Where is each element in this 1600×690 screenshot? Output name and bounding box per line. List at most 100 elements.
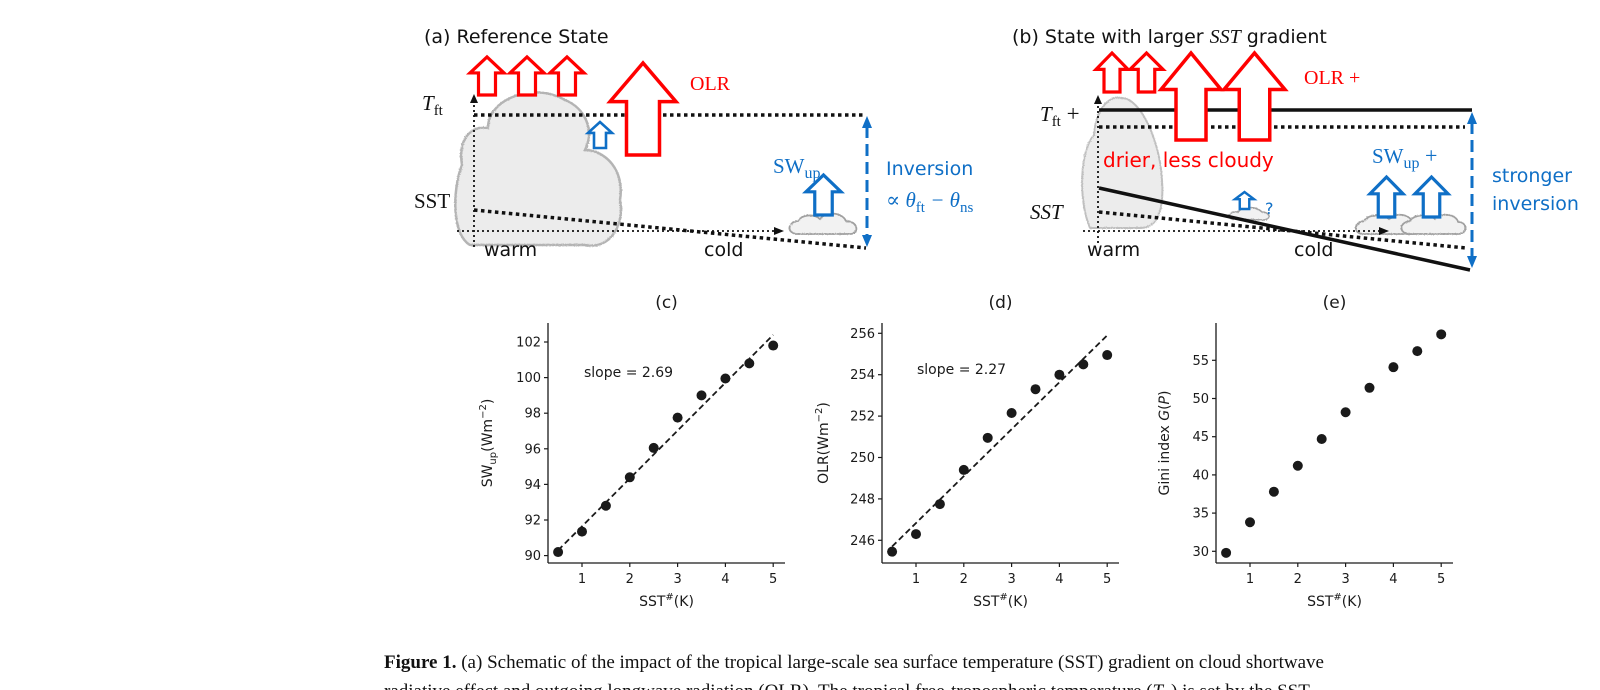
- inversion-formula: ∝ θft − θns: [886, 188, 973, 216]
- y-tick-label: 96: [524, 442, 541, 457]
- y-tick-label: 45: [1192, 430, 1209, 445]
- data-point: [1078, 359, 1089, 370]
- x-label-sup: #: [1333, 592, 1341, 603]
- data-point: [1340, 407, 1351, 418]
- caption-italic: T: [1153, 681, 1165, 690]
- y-tick-label: 40: [1192, 468, 1209, 483]
- chart-title: (d): [988, 293, 1012, 313]
- data-point: [1268, 486, 1279, 497]
- x-tick-label: 1: [578, 572, 586, 587]
- y-label-part: ): [816, 402, 832, 407]
- swup-sub: up: [805, 165, 821, 182]
- olr-arrow-icon: [465, 54, 509, 97]
- chart-title: (c): [655, 293, 678, 313]
- title-sst: SST: [1210, 26, 1243, 48]
- data-point: [911, 529, 921, 540]
- sw-arrow-icon: [1411, 174, 1452, 219]
- arrowhead-icon: [1467, 112, 1477, 124]
- y-label-part: P: [1157, 395, 1173, 404]
- y-axis-label: Gini index G(P): [1157, 391, 1173, 496]
- caption-text: (a) Schematic of the impact of the tropi…: [456, 652, 1324, 673]
- title-part: gradient: [1241, 26, 1327, 48]
- swup-plus-label: SWup +: [1372, 143, 1437, 172]
- data-point: [1054, 369, 1065, 380]
- y-label-part: ): [1157, 391, 1173, 396]
- y-label-part: up: [488, 452, 499, 465]
- chart-title: (e): [1323, 293, 1347, 313]
- y-axis-label: SWup(Wm−2): [478, 399, 499, 488]
- panel-a-schematic: (a) Reference State Tft SST OLR SWup Inv…: [414, 26, 973, 261]
- sst-label: SST: [414, 189, 450, 213]
- panel-a-title: (a) Reference State: [424, 26, 609, 48]
- stronger-label: stronger: [1492, 165, 1572, 187]
- arrowhead-icon: [470, 94, 478, 103]
- olr-arrow-icon: [505, 54, 549, 97]
- formula-part: − θ: [925, 188, 960, 212]
- y-tick-label: 94: [524, 478, 541, 493]
- y-tick-label: 30: [1192, 545, 1209, 560]
- caption-text: radiative effect and outgoing longwave r…: [384, 681, 1153, 690]
- y-tick-label: 256: [850, 327, 875, 342]
- y-tick-label: 100: [516, 371, 541, 386]
- data-point: [768, 340, 779, 351]
- x-label-unit: (K): [674, 594, 694, 610]
- fit-line: [891, 334, 1108, 548]
- y-tick-label: 50: [1192, 392, 1209, 407]
- data-point: [696, 390, 707, 401]
- x-label-main: SST: [639, 594, 666, 610]
- slope-annotation: slope = 2.27: [917, 362, 1006, 378]
- panel-b-schematic: (b) State with larger SST gradient Tft +…: [1012, 26, 1579, 272]
- x-tick-label: 4: [721, 572, 729, 587]
- data-point: [577, 526, 587, 537]
- x-axis-label: SST#(K): [1307, 592, 1362, 610]
- figure-caption-line1: Figure 1. (a) Schematic of the impact of…: [384, 652, 1324, 673]
- olr-large-arrow-icon: [606, 60, 680, 157]
- sw-arrow-icon: [584, 120, 616, 150]
- olr-arrow-icon: [1092, 50, 1132, 94]
- data-point: [1364, 382, 1375, 393]
- fit-line: [557, 334, 774, 551]
- sst-label: SST: [1030, 200, 1064, 224]
- sst-dotted-line: [473, 208, 867, 250]
- x-tick-label: 2: [626, 572, 634, 587]
- x-tick-label: 3: [1007, 572, 1015, 587]
- data-point: [672, 412, 683, 423]
- data-point: [1316, 433, 1327, 444]
- y-label-part: ): [480, 399, 496, 404]
- y-tick-label: 248: [850, 492, 875, 507]
- y-label-part: G: [1157, 410, 1173, 421]
- x-label-unit: (K): [1008, 594, 1028, 610]
- tft-suffix: +: [1061, 101, 1080, 126]
- y-tick-label: 102: [516, 336, 541, 351]
- tft-label: Tft +: [1040, 101, 1080, 130]
- sw-arrow-icon: [802, 172, 845, 217]
- x-label-sup: #: [999, 592, 1007, 603]
- formula-sub: ft: [916, 200, 926, 216]
- x-tick-label: 4: [1055, 572, 1063, 587]
- tft-label: Tft: [422, 91, 444, 119]
- data-point: [744, 358, 755, 369]
- x-label-unit: (K): [1342, 594, 1362, 610]
- data-point: [1221, 547, 1232, 558]
- olr-label: OLR: [690, 73, 731, 95]
- question-mark: ?: [1265, 199, 1274, 218]
- sw-arrow-icon: [1231, 190, 1258, 211]
- sst-dotted-line: [1098, 210, 1467, 250]
- title-part: (b) State with larger: [1012, 26, 1210, 48]
- y-label-part: OLR: [816, 455, 832, 484]
- chart-d: (d) 1 2 3 4 5 246 248 250 252 254 256 slope = 2.27 SS…: [814, 293, 1119, 610]
- swup-main: SW: [1372, 144, 1404, 168]
- y-tick-label: 92: [524, 514, 541, 529]
- y-label-part: −2: [478, 404, 489, 419]
- x-label-sup: #: [665, 592, 673, 603]
- olr-large-arrow-icon: [1157, 50, 1225, 142]
- swup-suffix: +: [1420, 143, 1438, 168]
- deep-cloud-icon: [454, 91, 623, 247]
- x-tick-label: 2: [1294, 572, 1302, 587]
- deep-cloud-icon: [1081, 96, 1164, 229]
- data-point: [1292, 460, 1303, 471]
- y-tick-label: 55: [1192, 354, 1209, 369]
